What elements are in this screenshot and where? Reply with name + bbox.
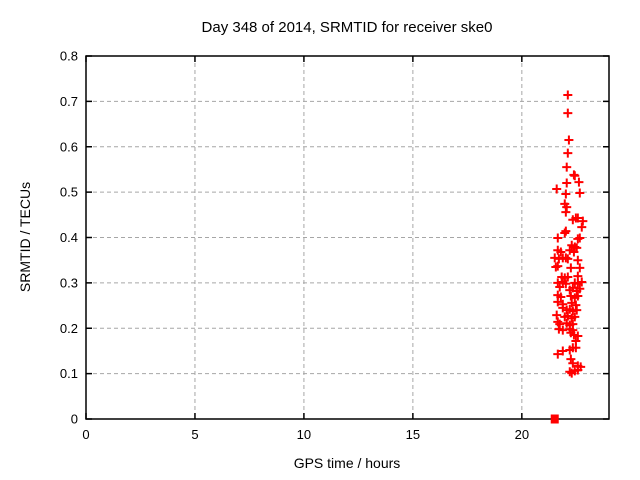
data-points [550,90,588,424]
data-point-plus [561,189,571,199]
y-axis-label: SRMTID / TECUs [17,182,33,292]
data-point-plus [564,135,574,145]
data-point-plus [561,226,571,236]
y-tick-labels: 0 0.1 0.2 0.3 0.4 0.5 0.6 0.7 0.8 [60,49,78,427]
data-point-plus [553,297,563,307]
data-point-plus [570,171,580,181]
data-point-plus [575,284,585,294]
data-point-plus [556,247,566,257]
data-point-plus [563,90,573,100]
data-point-plus [573,271,583,281]
data-point-plus [565,245,575,255]
data-point-plus [562,178,572,188]
y-tick-label: 0.5 [60,185,78,200]
data-point-plus [577,222,587,232]
data-point-plus [562,162,572,172]
data-point-plus [568,215,578,225]
y-tick-label: 0.3 [60,275,78,290]
data-point-plus [573,365,583,375]
data-point-plus [575,188,585,198]
chart-title: Day 348 of 2014, SRMTID for receiver ske… [202,19,493,36]
data-point-plus [566,354,576,364]
data-point-plus [573,331,583,341]
data-point-plus [560,228,570,238]
data-point-square [550,414,559,424]
y-tick-label: 0 [71,412,78,427]
data-point-plus [574,177,584,187]
data-point-plus [563,272,573,282]
data-point-plus [553,233,563,243]
y-tick-label: 0.2 [60,321,78,336]
x-tick-label: 15 [406,427,420,442]
data-point-plus [553,261,563,271]
x-tick-label: 20 [515,427,529,442]
data-point-plus [573,255,583,265]
axis-ticks [85,55,609,420]
x-axis-label: GPS time / hours [294,455,401,471]
data-point-plus [563,254,573,264]
y-tick-label: 0.1 [60,366,78,381]
data-point-plus [561,279,571,289]
x-tick-label: 0 [82,427,89,442]
data-point-plus [572,305,582,315]
data-point-plus [555,282,565,292]
data-point-plus [566,263,576,273]
data-point-plus [561,207,571,217]
y-tick-label: 0.4 [60,230,78,245]
data-point-plus [556,292,566,302]
data-point-plus [553,349,563,359]
data-point-plus [573,291,583,301]
data-point-plus [575,263,585,273]
data-point-plus [573,234,583,244]
data-point-plus [568,358,578,368]
x-tick-label: 10 [297,427,311,442]
data-point-plus [571,343,581,353]
y-tick-label: 0.8 [60,49,78,64]
data-point-plus [578,216,588,226]
data-point-plus [552,310,562,320]
data-point-plus [563,148,573,158]
y-tick-label: 0.6 [60,139,78,154]
y-tick-label: 0.7 [60,94,78,109]
data-point-plus [570,312,580,322]
data-point-plus [552,184,562,194]
data-point-plus [563,108,573,118]
data-point-plus [573,213,583,223]
x-tick-label: 5 [191,427,198,442]
data-point-plus [569,247,579,257]
grid-lines [86,56,609,419]
x-tick-labels: 0 5 10 15 20 [82,427,529,442]
data-point-plus [577,277,587,287]
